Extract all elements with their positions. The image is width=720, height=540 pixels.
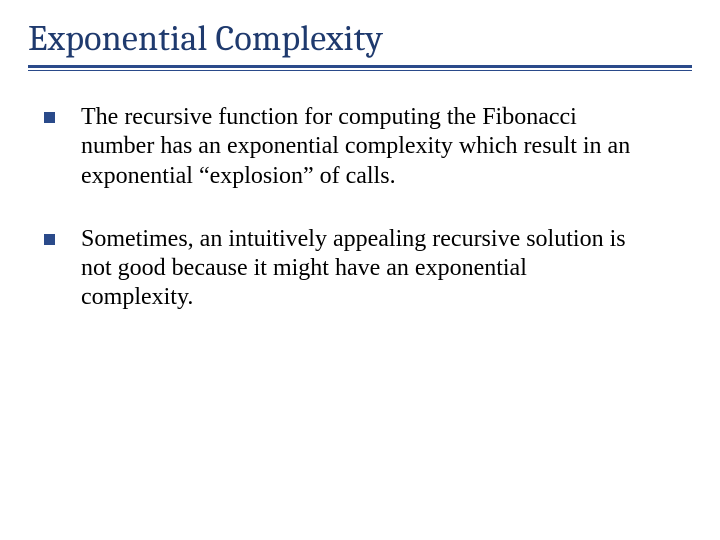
list-item: The recursive function for computing the… [44, 103, 676, 191]
square-bullet-icon [44, 112, 55, 123]
title-area: Exponential Complexity [0, 0, 720, 59]
slide-title: Exponential Complexity [28, 18, 692, 59]
title-underline [28, 65, 692, 75]
bullet-text: The recursive function for computing the… [81, 103, 641, 191]
title-underline-thick [28, 65, 692, 68]
slide-body: The recursive function for computing the… [0, 75, 720, 313]
square-bullet-icon [44, 234, 55, 245]
bullet-text: Sometimes, an intuitively appealing recu… [81, 225, 641, 313]
slide: Exponential Complexity The recursive fun… [0, 0, 720, 540]
title-underline-thin [28, 70, 692, 71]
list-item: Sometimes, an intuitively appealing recu… [44, 225, 676, 313]
